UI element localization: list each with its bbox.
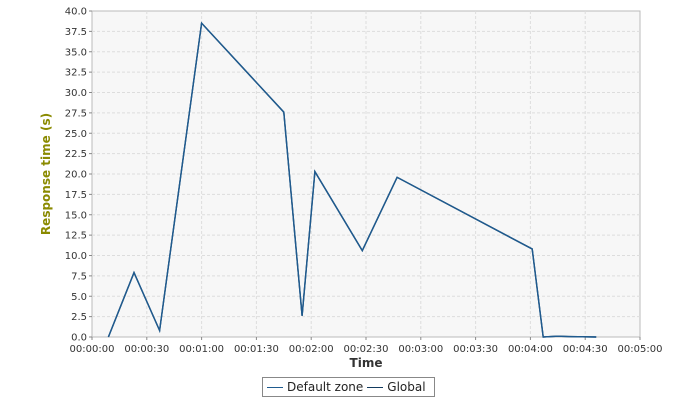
legend-item-default-zone: Default zone — [267, 380, 363, 394]
y-tick-label: 25.0 — [65, 129, 87, 140]
y-tick-label: 37.5 — [65, 27, 87, 38]
y-tick-label: 2.5 — [71, 312, 87, 323]
legend-label-global: Global — [387, 380, 426, 394]
x-tick-label: 00:03:00 — [398, 344, 443, 355]
grid-lines — [92, 11, 640, 337]
y-tick-label: 35.0 — [65, 47, 87, 58]
series-lines — [107, 21, 597, 338]
y-tick-label: 30.0 — [65, 88, 87, 99]
x-tick-label: 00:01:30 — [234, 344, 279, 355]
legend-label-default-zone: Default zone — [287, 380, 364, 394]
x-tick-label: 00:03:30 — [453, 344, 498, 355]
axes: 0.0 2.5 5.0 7.5 10.0 12.5 15.0 17.5 20.0 22.5 25.0… — [65, 7, 663, 356]
x-tick-label: 00:04:00 — [508, 344, 553, 355]
x-tick-label: 00:02:30 — [344, 344, 389, 355]
y-tick-label: 12.5 — [65, 231, 87, 242]
y-tick-label: 27.5 — [65, 108, 87, 119]
y-tick-label: 10.0 — [65, 251, 87, 262]
y-tick-label: 15.0 — [65, 210, 87, 221]
x-tick-label: 00:00:00 — [70, 344, 115, 355]
y-tick-label: 22.5 — [65, 149, 87, 160]
y-tick-label: 5.0 — [71, 292, 87, 303]
y-tick-label: 32.5 — [65, 68, 87, 79]
y-tick-label: 40.0 — [65, 7, 87, 18]
x-tick-label: 00:01:00 — [179, 344, 224, 355]
y-tick-label: 17.5 — [65, 190, 87, 201]
x-tick-label: 00:04:30 — [563, 344, 608, 355]
y-tick-label: 20.0 — [65, 170, 87, 181]
legend-swatch-default-zone — [267, 386, 283, 388]
series-line-default-zone — [107, 21, 597, 338]
y-tick-label: 7.5 — [71, 271, 87, 282]
x-tick-label: 00:02:00 — [289, 344, 334, 355]
legend: Default zone Global — [262, 377, 435, 397]
legend-swatch-global — [367, 386, 384, 388]
x-tick-label: 00:00:30 — [124, 344, 169, 355]
x-axis-title: Time — [350, 356, 383, 370]
x-tick-label: 00:05:00 — [618, 344, 663, 355]
y-axis-title: Response time (s) — [39, 113, 53, 235]
legend-item-global: Global — [367, 380, 426, 394]
y-tick-label: 0.0 — [71, 333, 87, 344]
